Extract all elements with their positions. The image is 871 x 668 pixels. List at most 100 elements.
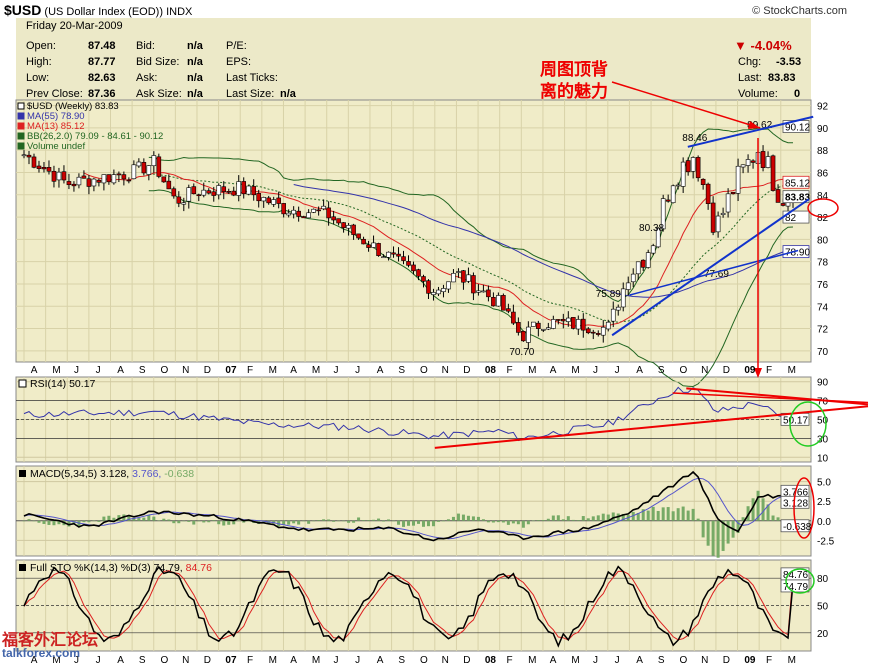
credit[interactable]: © StockCharts.com [752,5,847,17]
candle-body [196,194,202,197]
x-tick-price: 08 [485,365,497,376]
candle-body [71,183,77,187]
legend-swatch [17,112,25,120]
candle-body [486,289,491,298]
candle-body [306,212,311,219]
macd-histogram-bar [392,520,396,522]
macd-histogram-bar [402,520,406,527]
price-y-tick: 74 [817,302,829,313]
candle-body [715,215,721,233]
candle-body [286,212,291,216]
row1-value2: n/a [187,40,203,52]
macd-histogram-bar [32,520,36,522]
x-tick-sto: A [31,655,38,666]
macd-histogram-bar [451,516,455,521]
price-right-marker [782,190,810,204]
x-tick-sto: O [679,655,687,666]
legend-label: MA(13) 85.12 [27,121,85,132]
macd-histogram-bar [756,490,760,521]
candle-body [526,326,531,343]
candle-body [600,326,606,336]
macd-histogram-bar [536,520,540,521]
candle-body [346,225,351,229]
candle-body [780,203,786,206]
x-tick-price: D [204,365,211,376]
candle-body [61,171,67,181]
x-tick-sto: M [571,655,579,666]
macd-histogram-bar [137,517,141,521]
macd-right-label: 3.128 [783,498,808,509]
candle-body [356,233,361,239]
macd-histogram-bar [631,511,635,521]
candle-body [116,173,122,176]
macd-histogram-bar [67,520,71,527]
macd-value: 3.128, [100,468,132,480]
candle-body [556,319,561,321]
candle-body [585,328,591,334]
row4-label1: Prev Close: [26,88,83,100]
macd-histogram-bar [761,498,765,521]
candle-body [181,202,187,205]
candle-body [595,333,601,335]
candle-body [96,179,102,183]
price-point-label: 77.69 [704,269,729,280]
candle-body [36,165,42,169]
x-tick-sto: S [658,655,665,666]
rsi-title: RSI(14) 50.17 [30,378,96,390]
row3-label1: Low: [26,72,50,84]
candle-body [416,269,421,277]
trend-line-lower [629,249,799,296]
macd-histogram-bar [436,520,440,522]
rsi-divergence-line [672,392,869,404]
candle-body [670,185,676,204]
candle-body [271,199,276,205]
macd-histogram-bar [421,520,425,527]
macd-histogram-bar [636,512,640,521]
x-tick-price: D [723,365,730,376]
x-tick-price: S [398,365,405,376]
candle-body [541,329,546,331]
x-tick-price: J [355,365,360,376]
macd-histogram-bar [461,514,465,521]
x-tick-price: J [334,365,339,376]
macd-histogram-bar [197,520,201,522]
candle-body [496,295,501,307]
candle-body [121,174,127,180]
candle-body [620,288,626,308]
macd-histogram-bar [157,520,161,521]
candle-body [156,156,162,177]
candle-body [316,209,321,212]
macd-histogram-bar [287,520,291,525]
annotation-circle-rsi [789,401,827,447]
candle-body [381,256,386,259]
macd-histogram-bar [656,510,660,521]
candle-body [396,253,401,257]
sto-right-label: 84.76 [783,570,808,581]
row2-value4: 83.83 [768,72,796,84]
macd-histogram-bar [92,520,96,522]
x-tick-sto: F [247,655,253,666]
candle-body [760,151,766,168]
candle-body [281,203,286,215]
macd-histogram-bar [342,520,346,522]
candle-body [546,327,551,330]
macd-histogram-bar [222,520,226,526]
trend-line [611,198,810,337]
candle-body [680,161,686,187]
macd-histogram-bar [202,520,206,523]
legend-swatch [17,142,25,150]
macd-histogram-bar [561,519,565,521]
candle-body [446,281,451,290]
candle-body [101,174,107,184]
x-tick-sto: J [615,655,620,666]
candle-body [81,175,87,179]
candle-body [266,197,271,204]
x-tick-sto: J [74,655,79,666]
chart-header: $USD (US Dollar Index (EOD)) INDX [4,2,192,18]
macd-legend-swatch [19,470,26,477]
x-tick-sto: O [161,655,169,666]
candle-body [770,155,776,191]
row3-label2: Ask: [136,72,158,84]
candle-body [521,330,526,342]
